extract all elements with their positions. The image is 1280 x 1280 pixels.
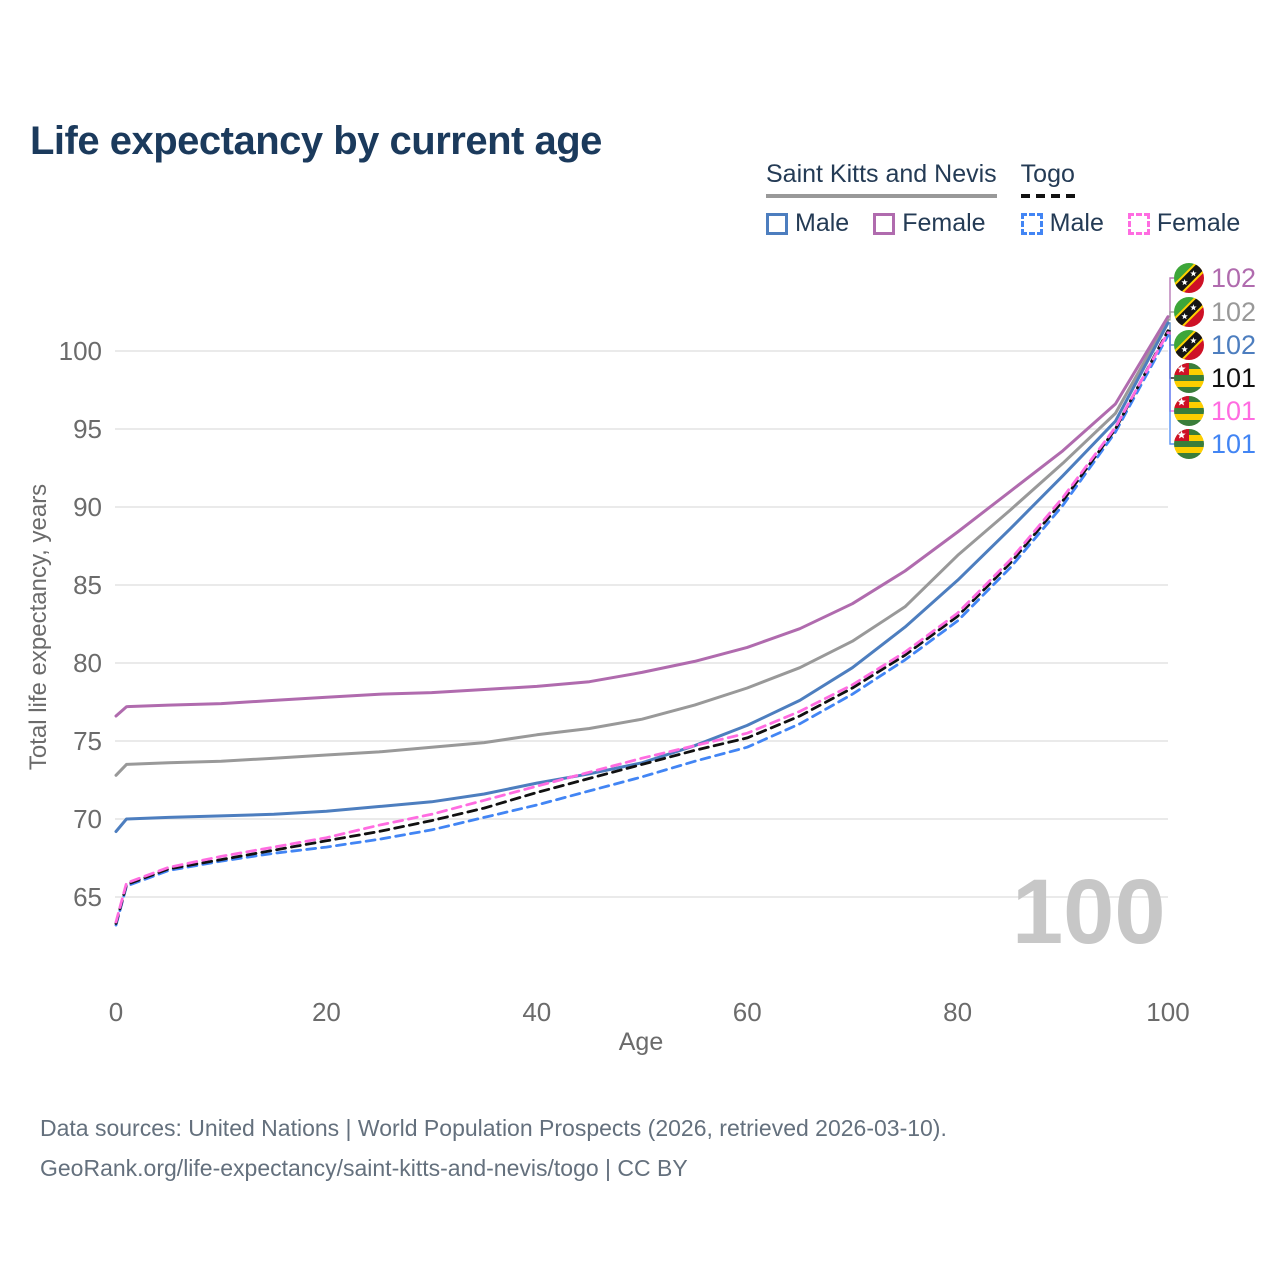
series-line-togo-dashed [114, 330, 1170, 924]
legend-group-saint-kitts-and-nevis: Saint Kitts and Nevis Male Female [766, 160, 997, 238]
legend-linestyle-solid-sample [766, 194, 997, 198]
y-tick-label: 100 [59, 336, 102, 366]
series-line-saint-kitts-and-nevis [114, 321, 1170, 833]
y-tick-label: 85 [73, 570, 102, 600]
series-line-saint-kitts-and-nevis [114, 318, 1170, 777]
legend-item-skn-female[interactable]: Female [873, 209, 986, 238]
legend-country-saint-kitts-and-nevis[interactable]: Saint Kitts and Nevis [766, 160, 997, 198]
legend-item-togo-female[interactable]: Female [1127, 209, 1241, 238]
legend-country-label: Saint Kitts and Nevis [766, 160, 997, 188]
y-tick-label: 70 [73, 804, 102, 834]
y-tick-label: 65 [73, 882, 102, 912]
legend-country-label: Togo [1020, 160, 1075, 188]
footer-data-sources: Data sources: United Nations | World Pop… [40, 1115, 947, 1141]
end-label-connector [1167, 277, 1174, 318]
y-tick-label: 95 [73, 414, 102, 444]
legend-group-togo: Togo Male Female [1020, 160, 1241, 238]
series-line-togo-dashed [114, 329, 1170, 925]
end-label-connector [1167, 311, 1174, 321]
legend-country-togo[interactable]: Togo [1020, 160, 1075, 198]
series-line-saint-kitts-and-nevis [114, 315, 1170, 718]
age-watermark: 100 [1012, 861, 1166, 963]
chart-legend: Saint Kitts and Nevis Male Female Togo [766, 160, 1240, 238]
page-title: Life expectancy by current age [30, 118, 602, 163]
skn-male-swatch-icon [766, 212, 788, 235]
legend-item-togo-male[interactable]: Male [1020, 209, 1104, 238]
legend-linestyle-dashed-sample [1020, 194, 1075, 198]
x-tick-label: 60 [733, 997, 762, 1027]
legend-item-label: Female [1156, 209, 1241, 237]
y-tick-label: 80 [73, 648, 102, 678]
legend-item-skn-male[interactable]: Male [766, 209, 849, 238]
end-label-connector [1167, 334, 1174, 445]
x-tick-label: 40 [522, 997, 551, 1027]
line-chart: 65 70 75 80 85 90 95 100 0 20 40 60 80 100 Age Total li… [25, 277, 1190, 1056]
togo-male-swatch-icon [1020, 212, 1043, 235]
legend-item-label: Male [795, 209, 850, 237]
skn-female-swatch-icon [873, 212, 896, 235]
legend-item-label: Female [902, 209, 986, 237]
y-axis-title: Total life expectancy, years [25, 484, 52, 770]
x-tick-label: 80 [943, 997, 972, 1027]
x-axis-title: Age [619, 1028, 663, 1056]
footer-attribution: GeoRank.org/life-expectancy/saint-kitts-… [40, 1155, 688, 1182]
togo-female-swatch-icon [1127, 212, 1150, 235]
footer: Data sources: United Nations | World Pop… [40, 1108, 947, 1189]
legend-item-label: Male [1049, 209, 1104, 237]
series-line-togo-dashed [114, 334, 1170, 927]
x-tick-label: 20 [312, 997, 341, 1027]
y-tick-label: 90 [73, 492, 102, 522]
y-tick-label: 75 [73, 726, 102, 756]
x-tick-label: 0 [109, 997, 123, 1027]
x-tick-label: 100 [1146, 997, 1189, 1027]
